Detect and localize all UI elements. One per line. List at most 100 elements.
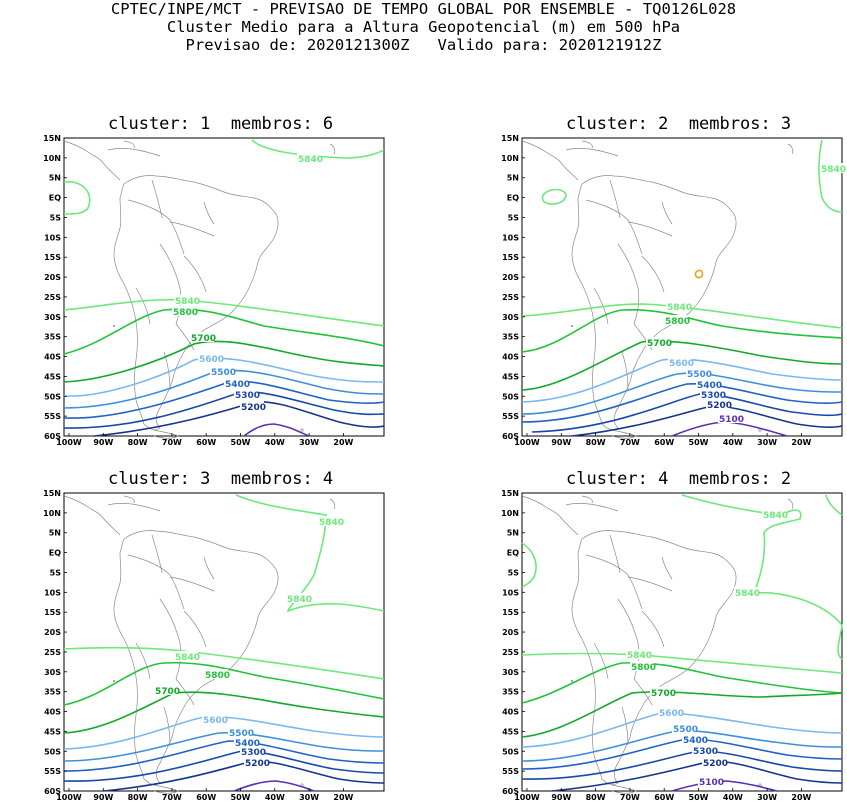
contour-label-5600: 5600 [669,359,694,369]
contour-label-5200: 5200 [241,403,266,413]
lat-tick-label: 10N [43,154,61,163]
lat-tick-label: 45S [44,727,61,736]
lat-tick-label: 30S [502,668,519,677]
lon-tick-label: 90W [551,438,571,447]
lat-tick-label: 30S [502,313,519,322]
lon-tick-label: 20W [791,793,811,802]
contour-label-5840: 5840 [287,595,312,605]
lat-tick-label: 35S [44,688,61,697]
lon-tick-label: 50W [231,438,251,447]
lat-tick-label: 40S [502,708,519,717]
lat-tick-label: 15S [502,253,519,262]
lat-tick-label: 55S [44,412,61,421]
contour-label-5800: 5800 [205,671,230,681]
contour-label-5300: 5300 [235,391,260,401]
lat-tick-label: 10S [502,233,519,242]
lon-tick-label: 20W [791,438,811,447]
contour-label-5400: 5400 [697,381,722,391]
lon-tick-label: 60W [196,438,216,447]
lon-tick-label: 60W [654,438,674,447]
contour-label-5300: 5300 [241,748,266,758]
contour-label-5600: 5600 [203,716,228,726]
lat-tick-label: 55S [44,767,61,776]
lon-tick-label: 80W [128,793,148,802]
lon-tick-label: 50W [689,438,709,447]
contour-label-5700: 5700 [155,687,180,697]
lat-tick-label: 15S [502,608,519,617]
contour-label-5600: 5600 [659,709,684,719]
contour-label-5600: 5600 [199,355,224,365]
lat-tick-label: 60S [44,432,61,441]
lat-tick-label: 20S [502,628,519,637]
lat-tick-label: 15S [44,608,61,617]
lat-tick-label: 45S [502,727,519,736]
lat-tick-label: 5N [49,174,61,183]
lon-tick-label: 30W [757,793,777,802]
contour-label-5840: 5840 [821,165,846,175]
lon-tick-label: 70W [620,793,640,802]
contour-label-5300: 5300 [693,747,718,757]
lon-tick-label: 90W [93,793,113,802]
lon-tick-label: 30W [757,438,777,447]
contour-label-5840: 5840 [298,155,323,165]
lat-tick-label: 55S [502,412,519,421]
header-line-2: Cluster Medio para a Altura Geopotencial… [166,18,681,36]
lat-tick-label: 35S [502,688,519,697]
lat-tick-label: 60S [502,787,519,796]
lat-tick-label: 60S [44,787,61,796]
lon-tick-label: 70W [620,438,640,447]
lat-tick-label: 35S [502,333,519,342]
lat-tick-label: 10N [43,509,61,518]
lat-tick-label: 30S [44,668,61,677]
panel-4-map: 5840 5840 5840 5800 5700 5600 5500 5400 … [521,492,843,794]
lat-tick-label: 5S [50,568,62,577]
lat-tick-label: 15N [501,134,519,143]
lon-tick-label: 40W [265,793,285,802]
lon-tick-label: 90W [93,438,113,447]
panel-1-map: 5840 5840 5800 5700 5600 5500 5400 5300 … [63,137,385,439]
contour-label-5800: 5800 [173,308,198,318]
lat-tick-label: 25S [44,293,61,302]
lat-tick-label: 5S [50,213,62,222]
lon-tick-label: 30W [299,793,319,802]
lat-tick-label: 10S [44,588,61,597]
lat-tick-label: 40S [502,353,519,362]
lon-tick-label: 40W [723,438,743,447]
contour-label-5800: 5800 [631,663,656,673]
lat-tick-label: 50S [44,747,61,756]
lon-tick-label: 60W [654,793,674,802]
lat-tick-label: 35S [44,333,61,342]
lon-tick-label: 50W [689,793,709,802]
panel-3-map: 5840 5840 5840 5800 5700 5600 5500 5400 … [63,492,385,794]
lat-tick-label: EQ [49,549,61,558]
contour-label-5840: 5840 [735,589,760,599]
lat-tick-label: 5N [49,529,61,538]
lon-tick-label: 20W [333,793,353,802]
lat-tick-label: 5S [508,568,520,577]
lat-tick-label: 10N [501,509,519,518]
lat-tick-label: 45S [44,372,61,381]
lon-tick-label: 80W [586,793,606,802]
lat-tick-label: 25S [502,293,519,302]
lat-tick-label: 10S [502,588,519,597]
lat-tick-label: 15N [43,134,61,143]
lat-tick-label: 55S [502,767,519,776]
panel-3-title: cluster: 3 membros: 4 [108,469,334,489]
lat-tick-label: 45S [502,372,519,381]
lat-tick-label: EQ [507,194,519,203]
lat-tick-label: 20S [44,628,61,637]
lon-tick-label: 70W [162,793,182,802]
contour-label-5840: 5840 [175,297,200,307]
lat-tick-label: 10S [44,233,61,242]
contour-label-5200: 5200 [707,401,732,411]
lat-tick-label: 20S [502,273,519,282]
lon-tick-label: 100W [514,438,540,447]
contour-label-5840: 5840 [319,518,344,528]
contour-label-5400: 5400 [225,380,250,390]
lon-tick-label: 100W [56,793,82,802]
contour-label-5400: 5400 [683,736,708,746]
contour-label-5500: 5500 [229,729,254,739]
header-line-1: CPTEC/INPE/MCT - PREVISAO DE TEMPO GLOBA… [110,0,737,18]
lat-tick-label: 15S [44,253,61,262]
contour-label-5700: 5700 [647,339,672,349]
